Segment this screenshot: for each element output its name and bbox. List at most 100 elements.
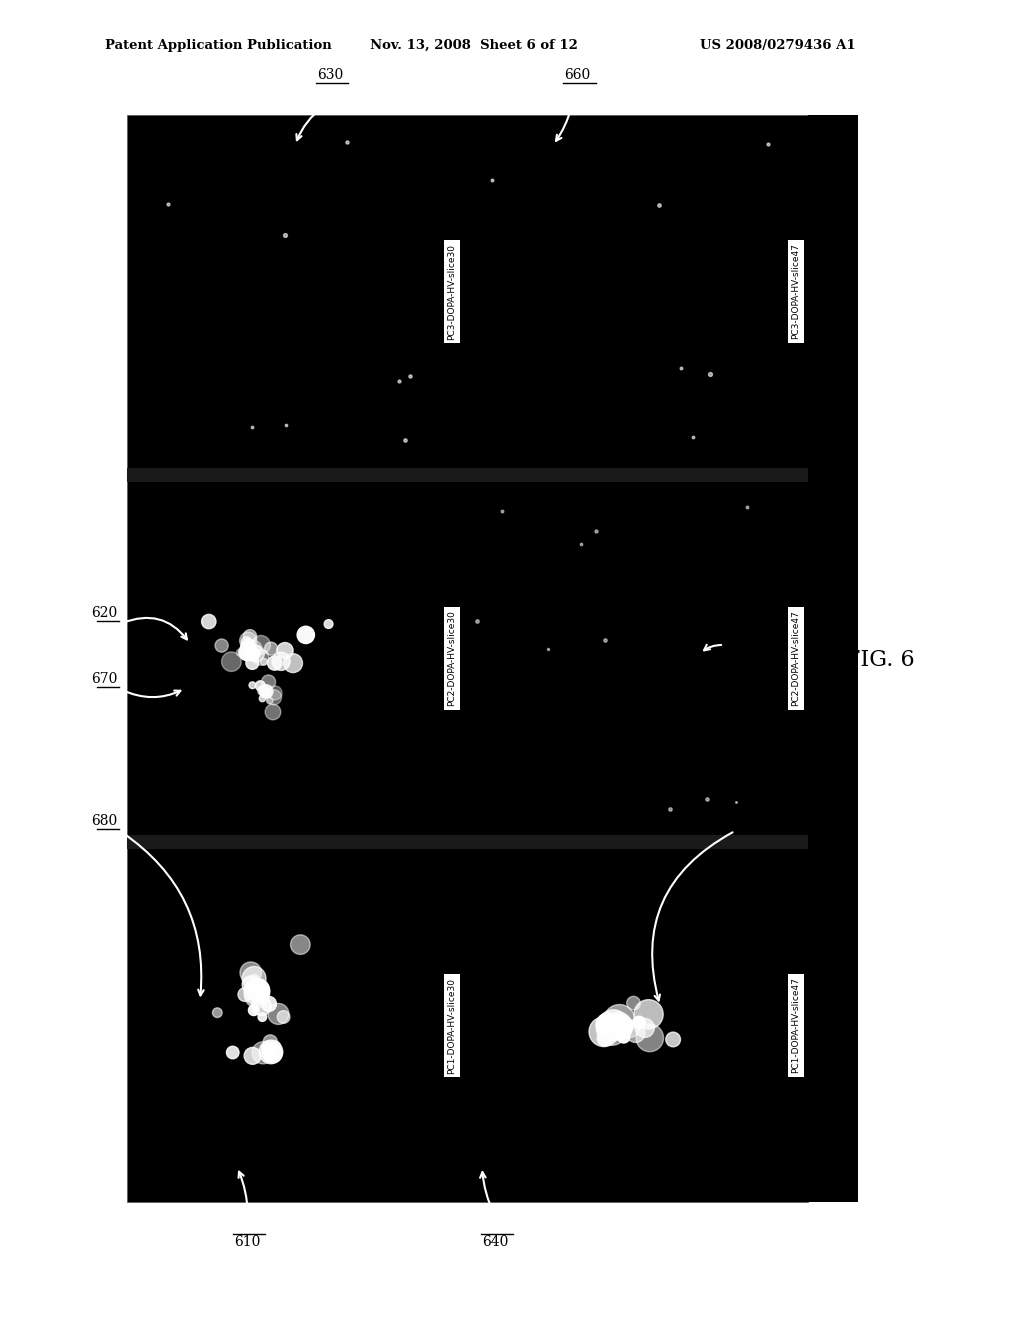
Circle shape bbox=[609, 1024, 620, 1035]
Circle shape bbox=[271, 1041, 281, 1051]
Circle shape bbox=[267, 656, 282, 671]
Circle shape bbox=[251, 985, 260, 994]
Circle shape bbox=[614, 1014, 625, 1024]
Circle shape bbox=[635, 1018, 654, 1038]
Text: PC1-DOPA-HV-slice47: PC1-DOPA-HV-slice47 bbox=[792, 978, 801, 1073]
Text: FIG. 6: FIG. 6 bbox=[845, 649, 914, 671]
Circle shape bbox=[253, 649, 269, 665]
Circle shape bbox=[250, 974, 259, 983]
Circle shape bbox=[603, 1014, 615, 1027]
Circle shape bbox=[259, 685, 273, 698]
Text: 610: 610 bbox=[233, 1236, 260, 1249]
Circle shape bbox=[249, 649, 258, 659]
Circle shape bbox=[596, 1012, 623, 1039]
Text: PC1-DOPA-HV-slice30: PC1-DOPA-HV-slice30 bbox=[447, 978, 457, 1073]
Circle shape bbox=[238, 987, 252, 1002]
Circle shape bbox=[666, 1032, 681, 1047]
Text: 660: 660 bbox=[564, 69, 590, 82]
Circle shape bbox=[244, 979, 269, 1005]
Circle shape bbox=[244, 1047, 261, 1064]
Circle shape bbox=[269, 1052, 276, 1060]
Circle shape bbox=[262, 1041, 276, 1056]
Circle shape bbox=[268, 1003, 289, 1024]
Text: 620: 620 bbox=[91, 606, 117, 620]
Circle shape bbox=[607, 1016, 620, 1028]
Circle shape bbox=[601, 1014, 625, 1038]
Text: PC3-DOPA-HV-slice47: PC3-DOPA-HV-slice47 bbox=[792, 244, 801, 339]
Circle shape bbox=[259, 1040, 283, 1064]
Circle shape bbox=[252, 997, 271, 1015]
Circle shape bbox=[610, 1018, 632, 1039]
Circle shape bbox=[202, 614, 216, 628]
Circle shape bbox=[212, 1008, 222, 1018]
Circle shape bbox=[244, 647, 255, 659]
Circle shape bbox=[291, 935, 310, 954]
Circle shape bbox=[596, 1015, 627, 1045]
Circle shape bbox=[260, 983, 268, 993]
Circle shape bbox=[272, 652, 290, 671]
Circle shape bbox=[633, 1016, 645, 1028]
Circle shape bbox=[261, 686, 269, 694]
Text: 680: 680 bbox=[91, 814, 117, 828]
Circle shape bbox=[246, 648, 255, 656]
Circle shape bbox=[249, 682, 256, 689]
Text: 630: 630 bbox=[316, 69, 343, 82]
Circle shape bbox=[261, 675, 275, 689]
Text: US 2008/0279436 A1: US 2008/0279436 A1 bbox=[700, 38, 856, 51]
Circle shape bbox=[604, 1005, 635, 1036]
Circle shape bbox=[248, 981, 268, 1002]
Circle shape bbox=[597, 1031, 612, 1045]
Circle shape bbox=[252, 635, 270, 655]
Circle shape bbox=[596, 1012, 620, 1036]
Circle shape bbox=[263, 1045, 280, 1063]
Circle shape bbox=[284, 653, 302, 673]
Text: PC2-DOPA-HV-slice30: PC2-DOPA-HV-slice30 bbox=[447, 611, 457, 706]
Text: Nov. 13, 2008  Sheet 6 of 12: Nov. 13, 2008 Sheet 6 of 12 bbox=[370, 38, 578, 51]
Circle shape bbox=[617, 1031, 630, 1043]
Circle shape bbox=[255, 681, 265, 690]
Circle shape bbox=[262, 1044, 274, 1057]
Bar bbox=[808, 115, 858, 1203]
Circle shape bbox=[264, 642, 278, 655]
Circle shape bbox=[241, 643, 252, 655]
Circle shape bbox=[297, 626, 314, 644]
Circle shape bbox=[246, 978, 269, 1002]
Circle shape bbox=[268, 686, 282, 700]
Circle shape bbox=[259, 696, 265, 702]
Circle shape bbox=[242, 975, 260, 994]
Circle shape bbox=[589, 1016, 618, 1047]
Circle shape bbox=[250, 644, 260, 655]
Circle shape bbox=[237, 649, 244, 656]
Circle shape bbox=[262, 1043, 282, 1063]
Circle shape bbox=[259, 685, 272, 698]
Circle shape bbox=[260, 659, 267, 665]
Circle shape bbox=[240, 632, 257, 649]
Circle shape bbox=[266, 689, 282, 705]
Text: PC3-DOPA-HV-slice30: PC3-DOPA-HV-slice30 bbox=[447, 243, 457, 339]
Circle shape bbox=[242, 636, 251, 647]
Circle shape bbox=[276, 643, 293, 659]
Circle shape bbox=[248, 645, 264, 661]
Circle shape bbox=[622, 1020, 639, 1038]
Circle shape bbox=[244, 630, 257, 643]
Circle shape bbox=[634, 999, 664, 1030]
Circle shape bbox=[246, 647, 259, 661]
Circle shape bbox=[264, 690, 271, 697]
Circle shape bbox=[215, 639, 228, 652]
Circle shape bbox=[221, 652, 242, 672]
Text: Patent Application Publication: Patent Application Publication bbox=[105, 38, 332, 51]
Text: 640: 640 bbox=[482, 1236, 508, 1249]
Circle shape bbox=[244, 640, 262, 659]
Bar bbox=[127, 836, 808, 849]
Text: 680: 680 bbox=[735, 814, 761, 828]
Circle shape bbox=[278, 1011, 290, 1023]
Circle shape bbox=[262, 688, 268, 694]
Circle shape bbox=[266, 697, 273, 704]
Bar bbox=[127, 115, 808, 1203]
Circle shape bbox=[246, 656, 259, 669]
Text: 670: 670 bbox=[91, 672, 117, 686]
Circle shape bbox=[258, 1012, 266, 1022]
Circle shape bbox=[627, 997, 640, 1010]
Circle shape bbox=[598, 1010, 629, 1040]
Circle shape bbox=[243, 966, 266, 990]
